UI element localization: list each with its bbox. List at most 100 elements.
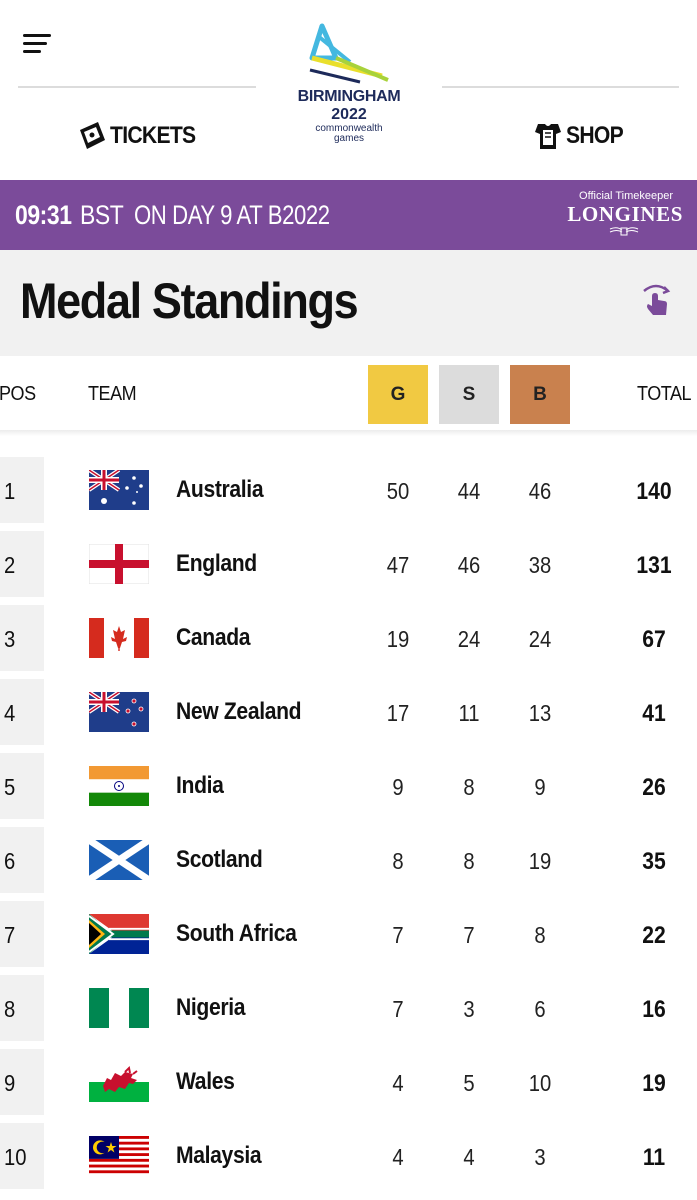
total-count: 140 [636, 478, 672, 505]
silver-count: 24 [457, 626, 481, 652]
title-bar: Medal Standings [0, 250, 697, 356]
tickets-link[interactable]: TICKETS [78, 118, 207, 154]
new-zealand-flag-icon [89, 692, 149, 732]
silver-count: 5 [463, 1070, 475, 1096]
table-row[interactable]: 3 Canada 19 24 24 67 [0, 582, 697, 671]
position-number: 10 [4, 1144, 27, 1170]
table-row[interactable]: 1 Australia 50 44 46 140 [0, 434, 697, 523]
position-number: 7 [4, 922, 16, 948]
gold-count: 4 [392, 1070, 404, 1096]
logo-text-year: 2022 [331, 106, 367, 123]
silver-count: 7 [463, 922, 475, 948]
india-flag-icon [89, 766, 149, 806]
silver-count: 4 [463, 1144, 475, 1170]
bronze-count: 19 [528, 848, 552, 874]
official-timekeeper-label: Official Timekeeper [579, 190, 673, 202]
silver-count: 44 [457, 478, 481, 504]
team-name: Scotland [176, 846, 263, 873]
position-cell: 5 [0, 753, 44, 819]
gold-count: 8 [392, 848, 404, 874]
team-name: Malaysia [176, 1142, 262, 1169]
table-row[interactable]: 5 India 9 8 9 26 [0, 730, 697, 819]
gold-count: 17 [386, 700, 410, 726]
games-day: ON DAY 9 AT B2022 [134, 200, 330, 230]
silver-count: 11 [458, 700, 480, 726]
rotate-device-icon[interactable] [638, 282, 674, 318]
total-count: 35 [642, 848, 666, 875]
gold-count: 4 [392, 1144, 404, 1170]
bronze-count: 38 [528, 552, 552, 578]
longines-wings-icon [609, 227, 639, 236]
silver-count: 8 [463, 848, 475, 874]
gold-count: 7 [392, 996, 404, 1022]
malaysia-flag-icon [89, 1136, 149, 1176]
table-row[interactable]: 10 Malaysia 4 4 3 11 [0, 1100, 697, 1189]
position-number: 8 [4, 996, 16, 1022]
site-header: BIRMINGHAM 2022 commonwealth games TICKE… [0, 0, 697, 180]
logo-text-games: games [333, 133, 364, 144]
gold-count: 7 [392, 922, 404, 948]
total-count: 16 [642, 996, 666, 1023]
column-header-bronze[interactable]: B [510, 365, 570, 424]
table-row[interactable]: 8 Nigeria 7 3 6 16 [0, 952, 697, 1041]
table-row[interactable]: 7 South Africa 7 7 8 22 [0, 878, 697, 967]
current-time: 09:31 [15, 200, 72, 230]
position-cell: 3 [0, 605, 44, 671]
position-cell: 1 [0, 457, 44, 523]
silver-count: 46 [457, 552, 481, 578]
header-shadow [0, 430, 697, 436]
gold-count: 9 [392, 774, 404, 800]
bronze-count: 8 [534, 922, 546, 948]
position-cell: 10 [0, 1123, 44, 1189]
column-header-silver[interactable]: S [439, 365, 499, 424]
table-row[interactable]: 9 Wales 4 5 10 19 [0, 1026, 697, 1115]
position-cell: 9 [0, 1049, 44, 1115]
canada-flag-icon [89, 618, 149, 658]
position-cell: 4 [0, 679, 44, 745]
timezone: BST [80, 200, 124, 230]
gold-count: 19 [386, 626, 410, 652]
total-count: 22 [642, 922, 666, 949]
total-count: 11 [642, 1144, 666, 1171]
hamburger-menu-icon[interactable] [23, 34, 53, 56]
gold-count: 50 [386, 478, 410, 504]
bronze-count: 3 [534, 1144, 546, 1170]
page-title: Medal Standings [20, 273, 359, 329]
team-name: Wales [176, 1068, 235, 1095]
position-cell: 8 [0, 975, 44, 1041]
total-count: 41 [642, 700, 666, 727]
silver-count: 8 [463, 774, 475, 800]
scotland-flag-icon [89, 840, 149, 880]
bronze-count: 46 [528, 478, 552, 504]
column-header-gold[interactable]: G [368, 365, 428, 424]
table-row[interactable]: 4 New Zealand 17 11 13 41 [0, 656, 697, 745]
birmingham-2022-logo[interactable]: BIRMINGHAM 2022 commonwealth games [290, 18, 408, 148]
logo-mark-icon [309, 23, 389, 84]
position-cell: 2 [0, 531, 44, 597]
table-row[interactable]: 6 Scotland 8 8 19 35 [0, 804, 697, 893]
header-divider-right [442, 86, 679, 88]
table-header: POS TEAM G S B TOTAL [0, 356, 697, 436]
timekeeper-bar: 09:31 BST ON DAY 9 AT B2022 Official Tim… [0, 180, 697, 250]
total-count: 67 [642, 626, 666, 653]
silver-count: 3 [463, 996, 475, 1022]
shop-link[interactable]: SHOP [534, 118, 631, 154]
team-name: South Africa [176, 920, 297, 947]
wales-flag-icon [89, 1062, 149, 1102]
column-header-team[interactable]: TEAM [88, 383, 137, 405]
total-count: 131 [636, 552, 672, 579]
medal-table-body: 1 Australia 50 44 46 140 2 England 4 [0, 434, 697, 1200]
table-row[interactable]: 2 England 47 46 38 131 [0, 508, 697, 597]
bronze-count: 24 [528, 626, 552, 652]
column-header-pos[interactable]: POS [0, 383, 36, 405]
position-cell: 7 [0, 901, 44, 967]
bronze-count: 10 [528, 1070, 552, 1096]
bronze-count: 13 [528, 700, 552, 726]
bronze-count: 9 [534, 774, 546, 800]
team-name: England [176, 550, 257, 577]
team-name: India [176, 772, 224, 799]
longines-logo[interactable]: LONGINES [567, 202, 683, 226]
shop-label: SHOP [566, 122, 624, 149]
header-divider-left [18, 86, 256, 88]
column-header-total[interactable]: TOTAL [637, 383, 692, 405]
